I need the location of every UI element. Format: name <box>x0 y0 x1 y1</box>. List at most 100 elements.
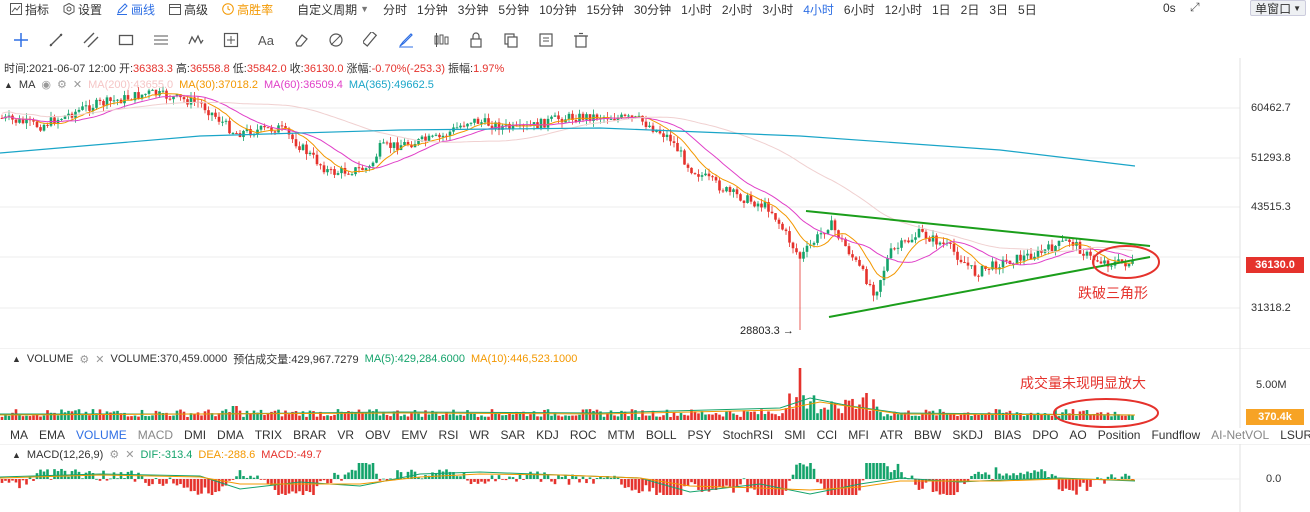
trend-line-tool[interactable] <box>47 31 65 49</box>
indicator-tab-macd[interactable]: MACD <box>137 428 174 442</box>
period-1[interactable]: 1分钟 <box>417 2 448 17</box>
indicator-tab-vr[interactable]: VR <box>337 428 355 442</box>
period-0[interactable]: 分时 <box>383 2 408 17</box>
brush-tool[interactable] <box>397 31 415 49</box>
wave-tool[interactable] <box>187 31 205 49</box>
period-2[interactable]: 3分钟 <box>457 2 489 17</box>
indicator-tab-trix[interactable]: TRIX <box>254 428 283 442</box>
volume-bar <box>1106 412 1110 420</box>
indicator-tab-kdj[interactable]: KDJ <box>536 428 559 442</box>
indicator-tab-volume[interactable]: VOLUME <box>76 428 127 442</box>
indicator-tab-atr[interactable]: ATR <box>879 428 904 442</box>
close-icon[interactable]: ✕ <box>72 79 83 91</box>
single-window-dropdown[interactable]: 单窗口 ▼ <box>1250 0 1306 16</box>
close-icon[interactable]: ✕ <box>125 449 135 461</box>
indicator-tab-rsi[interactable]: RSI <box>438 428 459 442</box>
period-4[interactable]: 10分钟 <box>539 2 577 17</box>
candle-body <box>438 134 441 138</box>
rectangle-tool[interactable] <box>117 31 135 49</box>
indicator-tab-ai-netvol[interactable]: AI-NetVOL <box>1211 428 1270 442</box>
period-5[interactable]: 15分钟 <box>586 2 624 17</box>
draw-line-button[interactable]: 画线 <box>116 1 155 18</box>
collapse-icon[interactable]: ▲ <box>12 449 21 460</box>
indicator-tab-dpo[interactable]: DPO <box>1032 428 1059 442</box>
period-7[interactable]: 1小时 <box>681 2 712 17</box>
indicator-tab-psy[interactable]: PSY <box>687 428 712 442</box>
period-15[interactable]: 3日 <box>989 2 1009 17</box>
settings-button[interactable]: 设置 <box>63 1 102 18</box>
crosshair-tool[interactable] <box>12 31 30 49</box>
period-14[interactable]: 2日 <box>960 2 980 17</box>
gear-icon[interactable]: ⚙ <box>57 79 67 91</box>
period-11[interactable]: 6小时 <box>843 2 875 17</box>
macd-bar <box>788 479 791 481</box>
indicator-tab-boll[interactable]: BOLL <box>645 428 677 442</box>
horizontal-lines-tool[interactable] <box>152 31 170 49</box>
period-13[interactable]: 1日 <box>931 2 951 17</box>
indicator-tab-sar[interactable]: SAR <box>500 428 526 442</box>
indicator-tab-bbw[interactable]: BBW <box>914 428 942 442</box>
macd-chart[interactable] <box>0 444 1310 512</box>
measure-tool[interactable] <box>222 31 240 49</box>
period-6[interactable]: 30分钟 <box>633 2 672 17</box>
indicator-button[interactable]: 指标 <box>10 1 49 18</box>
indicator-tab-ema[interactable]: EMA <box>39 428 66 442</box>
indicator-tab-position[interactable]: Position <box>1097 428 1141 442</box>
indicator-tab-bias[interactable]: BIAS <box>994 428 1022 442</box>
period-3[interactable]: 5分钟 <box>498 2 530 17</box>
indicator-tab-fundflow[interactable]: Fundflow <box>1151 428 1201 442</box>
ruler-tool[interactable] <box>362 31 380 49</box>
indicator-tab-wr[interactable]: WR <box>469 428 490 442</box>
copy-tool[interactable] <box>502 31 520 49</box>
high-winrate-button[interactable]: 高胜率 <box>222 1 273 18</box>
eye-icon[interactable]: ◉ <box>41 79 52 91</box>
advanced-button[interactable]: 高级 <box>169 1 208 18</box>
parallel-line-tool[interactable] <box>82 31 100 49</box>
period-9[interactable]: 3小时 <box>762 2 794 17</box>
indicator-tab-ma[interactable]: MA <box>10 428 28 442</box>
macd-bar <box>784 479 788 491</box>
indicator-tab-brar[interactable]: BRAR <box>293 428 327 442</box>
indicator-tab-cci[interactable]: CCI <box>816 428 838 442</box>
indicator-tab-roc[interactable]: ROC <box>569 428 597 442</box>
indicator-tab-lsur[interactable]: LSUR <box>1280 428 1310 442</box>
indicator-tab-skdj[interactable]: SKDJ <box>952 428 984 442</box>
eraser-tool[interactable] <box>292 31 310 49</box>
period-10[interactable]: 4小时 <box>803 2 834 17</box>
period-8[interactable]: 2小时 <box>721 2 753 17</box>
delete-tool[interactable] <box>572 31 590 49</box>
volume-bar <box>1029 412 1033 420</box>
candle-body <box>501 125 504 130</box>
collapse-icon[interactable]: ▲ <box>4 79 13 90</box>
fullscreen-icon[interactable]: ⤢ <box>1190 0 1200 14</box>
period-16[interactable]: 5日 <box>1018 2 1037 17</box>
gear-icon[interactable]: ⚙ <box>79 353 90 366</box>
magnet-tool[interactable] <box>327 31 345 49</box>
candlestick-tool[interactable] <box>432 31 450 49</box>
gear-icon[interactable]: ⚙ <box>109 449 120 461</box>
period-12[interactable]: 12小时 <box>884 2 922 17</box>
indicator-tab-smi[interactable]: SMI <box>784 428 806 442</box>
macd-bar <box>469 479 473 485</box>
hide-tool[interactable] <box>537 31 555 49</box>
close-icon[interactable]: ✕ <box>95 353 105 366</box>
macd-bar <box>347 472 350 479</box>
indicator-tab-mtm[interactable]: MTM <box>607 428 635 442</box>
volume-bar <box>718 414 721 420</box>
indicator-tab-dmi[interactable]: DMI <box>184 428 207 442</box>
collapse-icon[interactable]: ▲ <box>12 354 21 364</box>
volume-chart[interactable] <box>0 348 1310 428</box>
indicator-tab-stochrsi[interactable]: StochRSI <box>722 428 774 442</box>
volume-bar <box>802 395 805 420</box>
indicator-tab-obv[interactable]: OBV <box>365 428 391 442</box>
candlestick-chart[interactable] <box>0 58 1310 348</box>
indicator-tab-ao[interactable]: AO <box>1069 428 1087 442</box>
indicator-tab-mfi[interactable]: MFI <box>848 428 869 442</box>
indicator-tab-emv[interactable]: EMV <box>401 428 428 442</box>
indicator-tab-dma[interactable]: DMA <box>217 428 244 442</box>
text-tool[interactable]: Aa <box>257 31 275 49</box>
volume-bar <box>406 416 410 420</box>
lock-tool[interactable] <box>467 31 485 49</box>
custom-period-dropdown[interactable]: 自定义周期 ▼ <box>297 2 370 17</box>
volume-bar <box>28 416 32 420</box>
